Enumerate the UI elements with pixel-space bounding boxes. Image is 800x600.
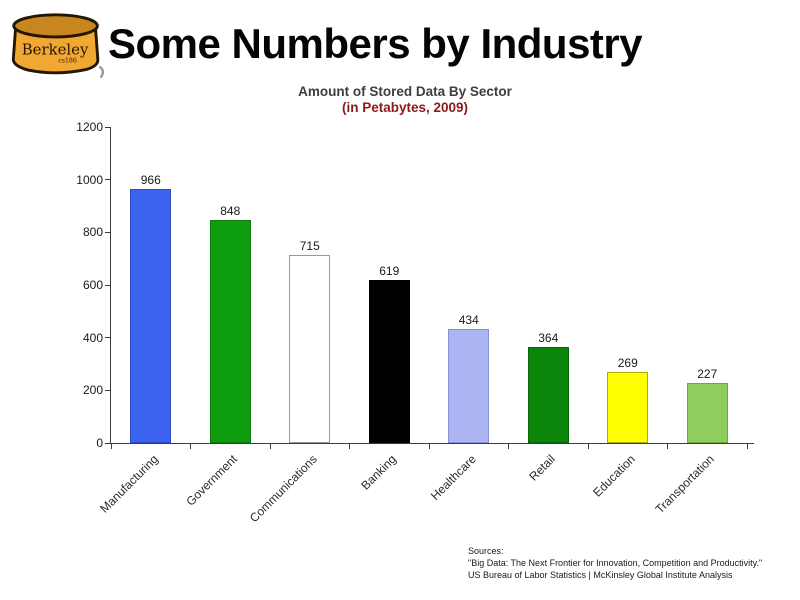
- category-label-retail: Retail: [526, 452, 559, 484]
- bar-value-label-manufacturing: 966: [140, 173, 161, 187]
- y-axis-tick-label: 400: [82, 330, 103, 345]
- x-axis-tick: [349, 444, 350, 449]
- source-line-1: "Big Data: The Next Frontier for Innovat…: [468, 558, 763, 568]
- y-axis-tick: [105, 389, 110, 391]
- chart-title: Amount of Stored Data By Sector: [298, 84, 512, 99]
- bar-communications: [289, 255, 331, 443]
- x-axis-line: [110, 443, 754, 444]
- x-axis-tick: [428, 444, 430, 449]
- bar-value-label-retail: 364: [538, 331, 559, 345]
- x-axis-tick: [746, 444, 748, 449]
- y-axis-tick-label: 0: [96, 436, 103, 450]
- category-label-healthcare: Healthcare: [427, 452, 479, 503]
- y-axis-tick: [105, 126, 110, 128]
- bar-government: [209, 220, 251, 443]
- bar-value-label-government: 848: [220, 204, 241, 218]
- category-label-banking: Banking: [358, 452, 400, 493]
- chart-subtitle: (in Petabytes, 2009): [341, 100, 469, 115]
- y-axis-tick-label: 600: [82, 278, 103, 292]
- category-label-education: Education: [590, 452, 638, 500]
- bar-value-label-communications: 715: [299, 239, 320, 253]
- bar-value-label-transportation: 227: [697, 367, 718, 381]
- bar-value-label-healthcare: 434: [458, 313, 479, 327]
- x-axis-tick: [110, 444, 112, 449]
- category-label-transportation: Transportation: [652, 452, 718, 517]
- x-axis-tick: [190, 444, 191, 449]
- sources-label: Sources:: [468, 546, 504, 556]
- berkeley-logo: Berkeley cs186: [8, 12, 106, 82]
- logo-brand-text: Berkeley: [22, 41, 89, 59]
- logo-course-text: cs186: [58, 57, 77, 64]
- x-axis-tick: [587, 444, 589, 449]
- bar-healthcare: [448, 329, 490, 443]
- bar-retail: [527, 347, 569, 443]
- bar-banking: [368, 280, 410, 443]
- y-axis-tick: [105, 284, 110, 286]
- can-logo-icon: Berkeley cs186: [11, 13, 105, 78]
- bar-transportation: [686, 383, 728, 443]
- category-label-communications: Communications: [246, 452, 320, 526]
- y-axis-tick: [105, 442, 110, 444]
- x-axis-tick: [269, 444, 271, 449]
- y-axis-tick: [105, 231, 110, 233]
- x-axis-tick: [508, 444, 509, 449]
- y-axis-tick-label: 1000: [76, 172, 103, 187]
- y-axis-tick-label: 200: [82, 383, 103, 398]
- plot-area: 0 200 400 600 800 1000 1200 966 Manufacturing 848…: [76, 120, 754, 525]
- bar-manufacturing: [130, 189, 172, 443]
- slide-title: Some Numbers by Industry: [108, 20, 643, 67]
- source-line-2: US Bureau of Labor Statistics | McKinsle…: [468, 570, 733, 580]
- x-axis-tick: [667, 444, 668, 449]
- bar-education: [607, 372, 649, 443]
- y-axis-tick: [105, 337, 110, 339]
- bar-value-label-banking: 619: [379, 264, 400, 278]
- y-axis-tick-label: 800: [82, 225, 103, 240]
- category-label-manufacturing: Manufacturing: [96, 452, 161, 516]
- bar-value-label-education: 269: [617, 356, 638, 370]
- y-axis-tick-label: 1200: [76, 120, 103, 134]
- y-axis-line: [110, 127, 111, 443]
- category-label-government: Government: [183, 452, 241, 509]
- sources-block: Sources: "Big Data: The Next Frontier fo…: [468, 545, 762, 581]
- y-axis-tick: [105, 179, 110, 181]
